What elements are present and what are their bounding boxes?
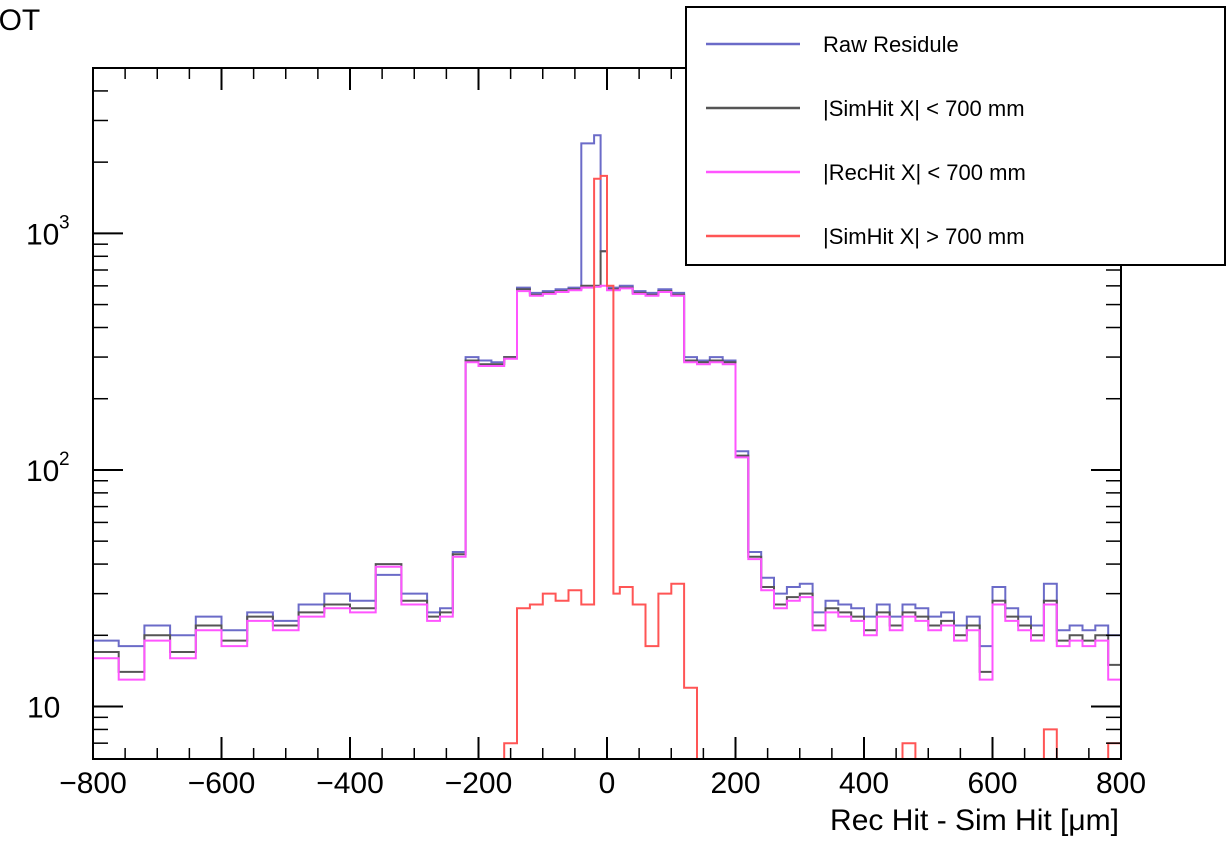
y-tick-label: 10 [27,692,60,725]
legend-box [685,6,1226,266]
legend-entry-label: |SimHit X| < 700 mm [823,96,1025,121]
y-tick-exponent: 2 [59,449,70,470]
x-tick-label: 600 [967,767,1017,800]
legend: Raw Residule |SimHit X| < 700 mm |RecHit X… [685,6,1226,266]
legend-entry-label: |SimHit X| > 700 mm [823,224,1025,249]
legend-entry-label: Raw Residule [823,32,959,57]
x-tick-label: 200 [710,767,760,800]
y-tick-label: 10 [26,455,59,488]
series-line-2 [93,250,1122,673]
chart-title: LL BOT [0,4,40,37]
y-tick-exponent: 3 [59,212,70,233]
x-axis-label: Rec Hit - Sim Hit [μm] [830,804,1119,837]
x-tick-label: 800 [1096,767,1146,800]
legend-entry-label: |RecHit X| < 700 mm [823,160,1026,185]
y-tick-label: 10 [26,218,59,251]
series-line-3 [93,284,1122,681]
x-tick-label: −600 [188,767,256,800]
x-tick-label: 400 [839,767,889,800]
x-tick-label: −800 [59,767,127,800]
x-tick-label: −200 [445,767,513,800]
x-tick-label: 0 [599,767,616,800]
x-tick-label: −400 [316,767,384,800]
